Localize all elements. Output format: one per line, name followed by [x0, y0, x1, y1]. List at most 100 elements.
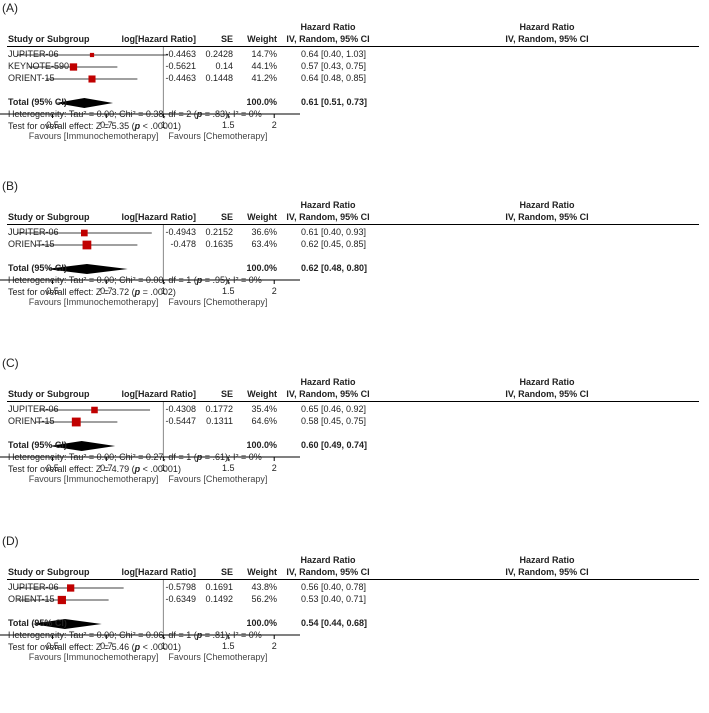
heterogeneity-prefix: Heterogeneity: Tau² = 0.00; Chi² = 0.38,…: [8, 109, 197, 119]
panel-label: (D): [2, 534, 19, 548]
heterogeneity-p: p: [196, 275, 203, 285]
hr-column-method: IV, Random, 95% CI: [286, 34, 370, 44]
pooled-effect-diamond: [55, 98, 114, 108]
favours-right-label: Favours [Chemotherapy]: [168, 474, 267, 484]
heterogeneity-prefix: Heterogeneity: Tau² = 0.00; Chi² = 0.00,…: [8, 275, 197, 285]
x-axis-tick-label: 1: [161, 120, 166, 130]
forest-plot-svg: 0.5 0.7 1 1.5 2 Favours [Immunochemotherapy] F…: [0, 402, 300, 484]
overall-effect-prefix: Test for overall effect: Z = 4.79 (: [8, 464, 135, 474]
forest-panel-4: (D) Hazard Ratio Hazard Ratio Study or Subg…: [0, 533, 709, 708]
study-weight: 14.7%: [251, 49, 277, 59]
heterogeneity-prefix: Heterogeneity: Tau² = 0.00; Chi² = 0.27,…: [8, 452, 197, 462]
study-weight: 41.2%: [251, 73, 277, 83]
total-hr-ci: 0.62 [0.48, 0.80]: [301, 263, 368, 273]
weight-column-header: Weight: [247, 212, 277, 222]
study-loghr: -0.478: [170, 239, 196, 249]
study-effect-square: [89, 52, 95, 58]
pooled-effect-diamond: [32, 619, 102, 629]
overall-effect-text: Test for overall effect: Z = 4.79 (p < .…: [8, 464, 181, 475]
study-column-header: Study or Subgroup: [8, 389, 90, 399]
heterogeneity-p: p: [196, 630, 203, 640]
x-axis-tick-label: 0.5: [46, 641, 59, 651]
favours-right-label: Favours [Chemotherapy]: [168, 652, 267, 662]
x-axis-tick-label: 0.7: [100, 120, 113, 130]
overall-effect-text: Test for overall effect: Z = 3.72 (p = .…: [8, 287, 176, 298]
forest-plot-svg: 0.5 0.7 1 1.5 2 Favours [Immunochemotherapy] F…: [0, 580, 300, 662]
study-effect-square: [67, 584, 75, 592]
hr-plot-method: IV, Random, 95% CI: [505, 34, 589, 44]
study-hr-ci: 0.61 [0.40, 0.93]: [301, 227, 367, 237]
heterogeneity-text: Heterogeneity: Tau² = 0.00; Chi² = 0.00,…: [8, 275, 262, 286]
hr-column-title: Hazard Ratio: [300, 200, 356, 210]
hr-column-method: IV, Random, 95% CI: [286, 389, 370, 399]
study-name: JUPITER-06: [8, 227, 59, 237]
study-weight: 56.2%: [251, 594, 277, 604]
favours-left-label: Favours [Immunochemotherapy]: [29, 474, 159, 484]
overall-effect-rest: < .00001): [140, 642, 181, 652]
se-column-header: SE: [220, 34, 233, 44]
weight-column-header: Weight: [247, 389, 277, 399]
total-label: Total (95% CI): [8, 440, 67, 450]
overall-effect-prefix: Test for overall effect: Z = 5.46 (: [8, 642, 135, 652]
table-bottom-rule: [7, 273, 391, 274]
forest-plot-svg: 0.5 0.7 1 1.5 2 Favours [Immunochemotherapy] F…: [0, 225, 300, 307]
x-axis-tick-label: 1: [161, 463, 166, 473]
hr-plot-method: IV, Random, 95% CI: [505, 389, 589, 399]
study-effect-square: [91, 406, 98, 414]
se-column-header: SE: [220, 567, 233, 577]
study-column-header: Study or Subgroup: [8, 567, 90, 577]
heterogeneity-text: Heterogeneity: Tau² = 0.00; Chi² = 0.38,…: [8, 109, 262, 120]
study-se: 0.2428: [205, 49, 233, 59]
hr-column-title: Hazard Ratio: [300, 22, 356, 32]
study-weight: 35.4%: [251, 404, 277, 414]
study-column-header: Study or Subgroup: [8, 212, 90, 222]
total-label: Total (95% CI): [8, 97, 67, 107]
hr-plot-method: IV, Random, 95% CI: [505, 567, 589, 577]
overall-effect-prefix: Test for overall effect: Z = 3.72 (: [8, 287, 135, 297]
heterogeneity-text: Heterogeneity: Tau² = 0.00; Chi² = 0.27,…: [8, 452, 262, 463]
x-axis-tick-label: 2: [272, 463, 277, 473]
header-rule: [7, 46, 699, 47]
study-loghr: -0.4463: [165, 73, 196, 83]
overall-effect-text: Test for overall effect: Z = 5.35 (p < .…: [8, 121, 181, 132]
study-name: JUPITER-06: [8, 404, 59, 414]
study-se: 0.1492: [205, 594, 233, 604]
overall-effect-rest: = .0002): [140, 287, 176, 297]
study-se: 0.14: [215, 61, 233, 71]
hr-column-method: IV, Random, 95% CI: [286, 567, 370, 577]
x-axis-tick-label: 0.5: [46, 120, 59, 130]
favours-right-label: Favours [Chemotherapy]: [168, 297, 267, 307]
heterogeneity-p: p: [196, 109, 203, 119]
heterogeneity-rest: = .61); I² = 0%: [202, 452, 262, 462]
study-loghr: -0.5621: [165, 61, 196, 71]
study-se: 0.1311: [206, 416, 233, 426]
heterogeneity-prefix: Heterogeneity: Tau² = 0.00; Chi² = 0.06,…: [8, 630, 197, 640]
header-rule: [7, 579, 699, 580]
forest-panel-1: (A) Hazard Ratio Hazard Ratio Study or Subg…: [0, 0, 709, 175]
overall-effect-text: Test for overall effect: Z = 5.46 (p < .…: [8, 642, 181, 653]
study-se: 0.1448: [205, 73, 233, 83]
x-axis-tick-label: 1.5: [222, 120, 235, 130]
x-axis-tick-label: 0.7: [100, 463, 113, 473]
study-name: JUPITER-06: [8, 49, 59, 59]
forest-panel-2: (B) Hazard Ratio Hazard Ratio Study or Subg…: [0, 178, 709, 353]
study-effect-square: [81, 229, 88, 237]
hr-plot-title: Hazard Ratio: [519, 377, 575, 387]
overall-effect-rest: < .00001): [140, 121, 181, 131]
study-effect-square: [69, 63, 78, 71]
study-effect-square: [57, 595, 66, 605]
study-name: JUPITER-06: [8, 582, 59, 592]
overall-effect-prefix: Test for overall effect: Z = 5.35 (: [8, 121, 135, 131]
study-name: ORIENT-15: [8, 594, 55, 604]
study-se: 0.1635: [205, 239, 233, 249]
x-axis-tick-label: 1: [161, 286, 166, 296]
study-hr-ci: 0.65 [0.46, 0.92]: [301, 404, 367, 414]
x-axis-tick-label: 0.5: [46, 286, 59, 296]
loghr-column-header: log[Hazard Ratio]: [121, 389, 196, 399]
overall-effect-p: p: [134, 642, 141, 652]
x-axis-tick-label: 1.5: [222, 641, 235, 651]
heterogeneity-text: Heterogeneity: Tau² = 0.00; Chi² = 0.06,…: [8, 630, 262, 641]
hr-column-title: Hazard Ratio: [300, 555, 356, 565]
study-weight: 43.8%: [251, 582, 277, 592]
overall-effect-p: p: [134, 121, 141, 131]
